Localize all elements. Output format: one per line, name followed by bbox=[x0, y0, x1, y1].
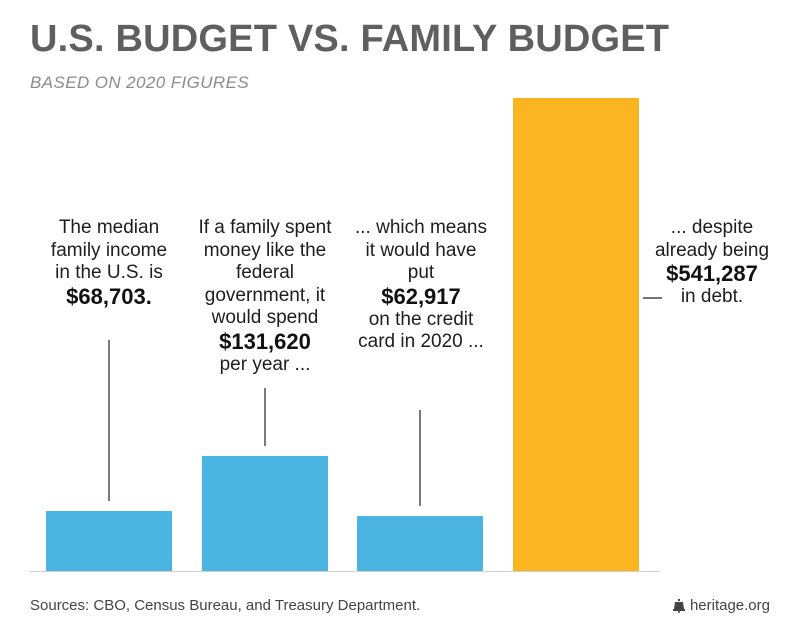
annotation-text: in debt. bbox=[680, 286, 744, 307]
bar-2 bbox=[202, 455, 328, 571]
annotation-median-income: The median family income in the U.S. is … bbox=[44, 217, 174, 309]
annotation-credit-card: ... which means it would have put $62,91… bbox=[350, 217, 492, 354]
annotation-amount: $62,917 bbox=[381, 283, 461, 309]
annotation-federal-spending: If a family spent money like the federal… bbox=[182, 217, 348, 376]
annotation-amount: $68,703. bbox=[66, 283, 152, 309]
sources-note: Sources: CBO, Census Bureau, and Treasur… bbox=[30, 597, 421, 614]
annotation-text: on the credit card in 2020 ... bbox=[358, 308, 484, 353]
brand-label: heritage.org bbox=[689, 597, 770, 614]
annotation-text: ... which means it would have put bbox=[355, 217, 487, 283]
annotation-debt: ... despite already being $541,287 in de… bbox=[650, 217, 774, 309]
brand-credit[interactable]: heritage.org bbox=[672, 597, 770, 614]
annotation-text: If a family spent money like the federal… bbox=[198, 217, 332, 328]
bar-3 bbox=[357, 516, 483, 571]
annotation-text: The median family income in the U.S. is bbox=[50, 217, 168, 283]
annotation-amount: $541,287 bbox=[666, 261, 758, 286]
liberty-bell-icon bbox=[672, 598, 685, 613]
bar-4 bbox=[513, 98, 639, 571]
chart-title: U.S. BUDGET VS. FAMILY BUDGET bbox=[30, 18, 670, 60]
annotation-text: per year ... bbox=[219, 353, 311, 375]
annotation-text: ... despite already being bbox=[654, 217, 770, 261]
bar-1 bbox=[46, 510, 172, 571]
chart-subtitle: BASED ON 2020 FIGURES bbox=[30, 73, 250, 92]
annotation-amount: $131,620 bbox=[219, 328, 311, 354]
